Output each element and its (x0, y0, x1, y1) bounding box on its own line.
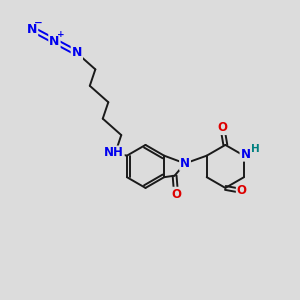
Text: H: H (251, 144, 260, 154)
Text: −: − (34, 17, 43, 28)
Text: O: O (218, 121, 227, 134)
Text: N: N (27, 22, 37, 36)
Text: N: N (180, 157, 190, 170)
Text: +: + (57, 30, 65, 39)
Text: N: N (49, 34, 60, 47)
Text: O: O (171, 188, 181, 201)
Text: N: N (72, 46, 82, 59)
Text: N: N (241, 148, 250, 161)
Text: NH: NH (104, 146, 124, 160)
Text: O: O (237, 184, 247, 197)
